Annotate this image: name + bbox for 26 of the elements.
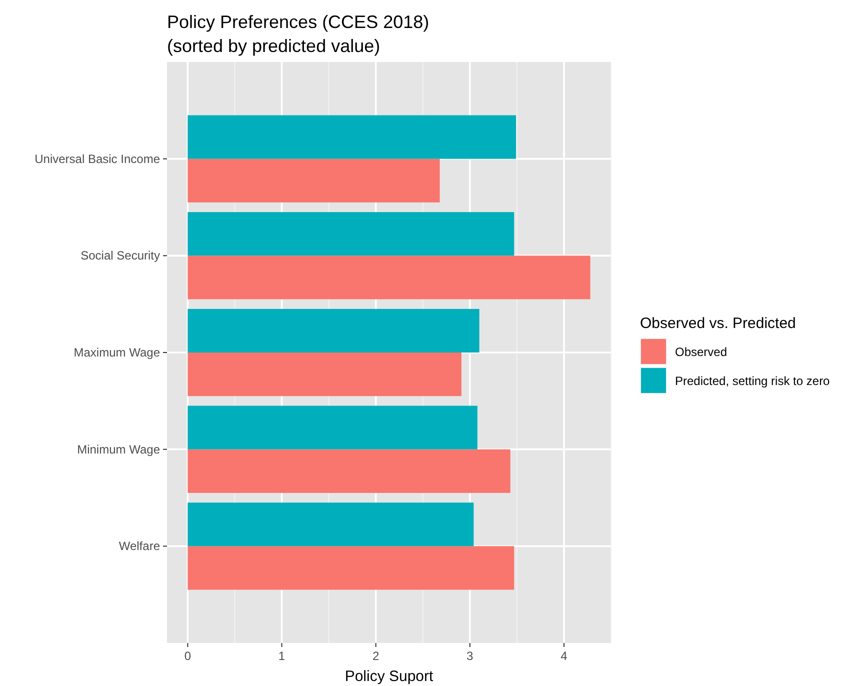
legend-label: Observed bbox=[675, 345, 728, 359]
x-tick-label: 2 bbox=[372, 649, 380, 663]
legend-label: Predicted, setting risk to zero bbox=[675, 374, 830, 388]
bar bbox=[188, 352, 462, 396]
bar bbox=[188, 158, 440, 202]
y-tick-label: Maximum Wage bbox=[74, 346, 160, 360]
chart-title: Policy Preferences (CCES 2018) bbox=[167, 12, 430, 32]
bar bbox=[188, 212, 514, 256]
legend-title: Observed vs. Predicted bbox=[640, 315, 796, 332]
bar bbox=[188, 115, 516, 159]
x-tick-label: 3 bbox=[466, 649, 474, 663]
y-tick-label: Universal Basic Income bbox=[34, 152, 160, 166]
chart-subtitle: (sorted by predicted value) bbox=[167, 36, 380, 56]
bar bbox=[188, 449, 510, 493]
y-tick-label: Social Security bbox=[80, 248, 160, 263]
bar bbox=[188, 256, 590, 300]
x-tick-label: 4 bbox=[560, 649, 568, 663]
bar bbox=[188, 546, 514, 590]
bar bbox=[188, 308, 480, 352]
x-tick-label: 0 bbox=[184, 649, 192, 663]
bar bbox=[188, 406, 478, 450]
y-tick-label: Welfare bbox=[118, 539, 160, 554]
y-tick-label: Minimum Wage bbox=[77, 442, 160, 456]
x-axis-title: Policy Suport bbox=[344, 668, 434, 685]
x-tick-label: 1 bbox=[278, 649, 286, 663]
bar bbox=[188, 502, 474, 546]
